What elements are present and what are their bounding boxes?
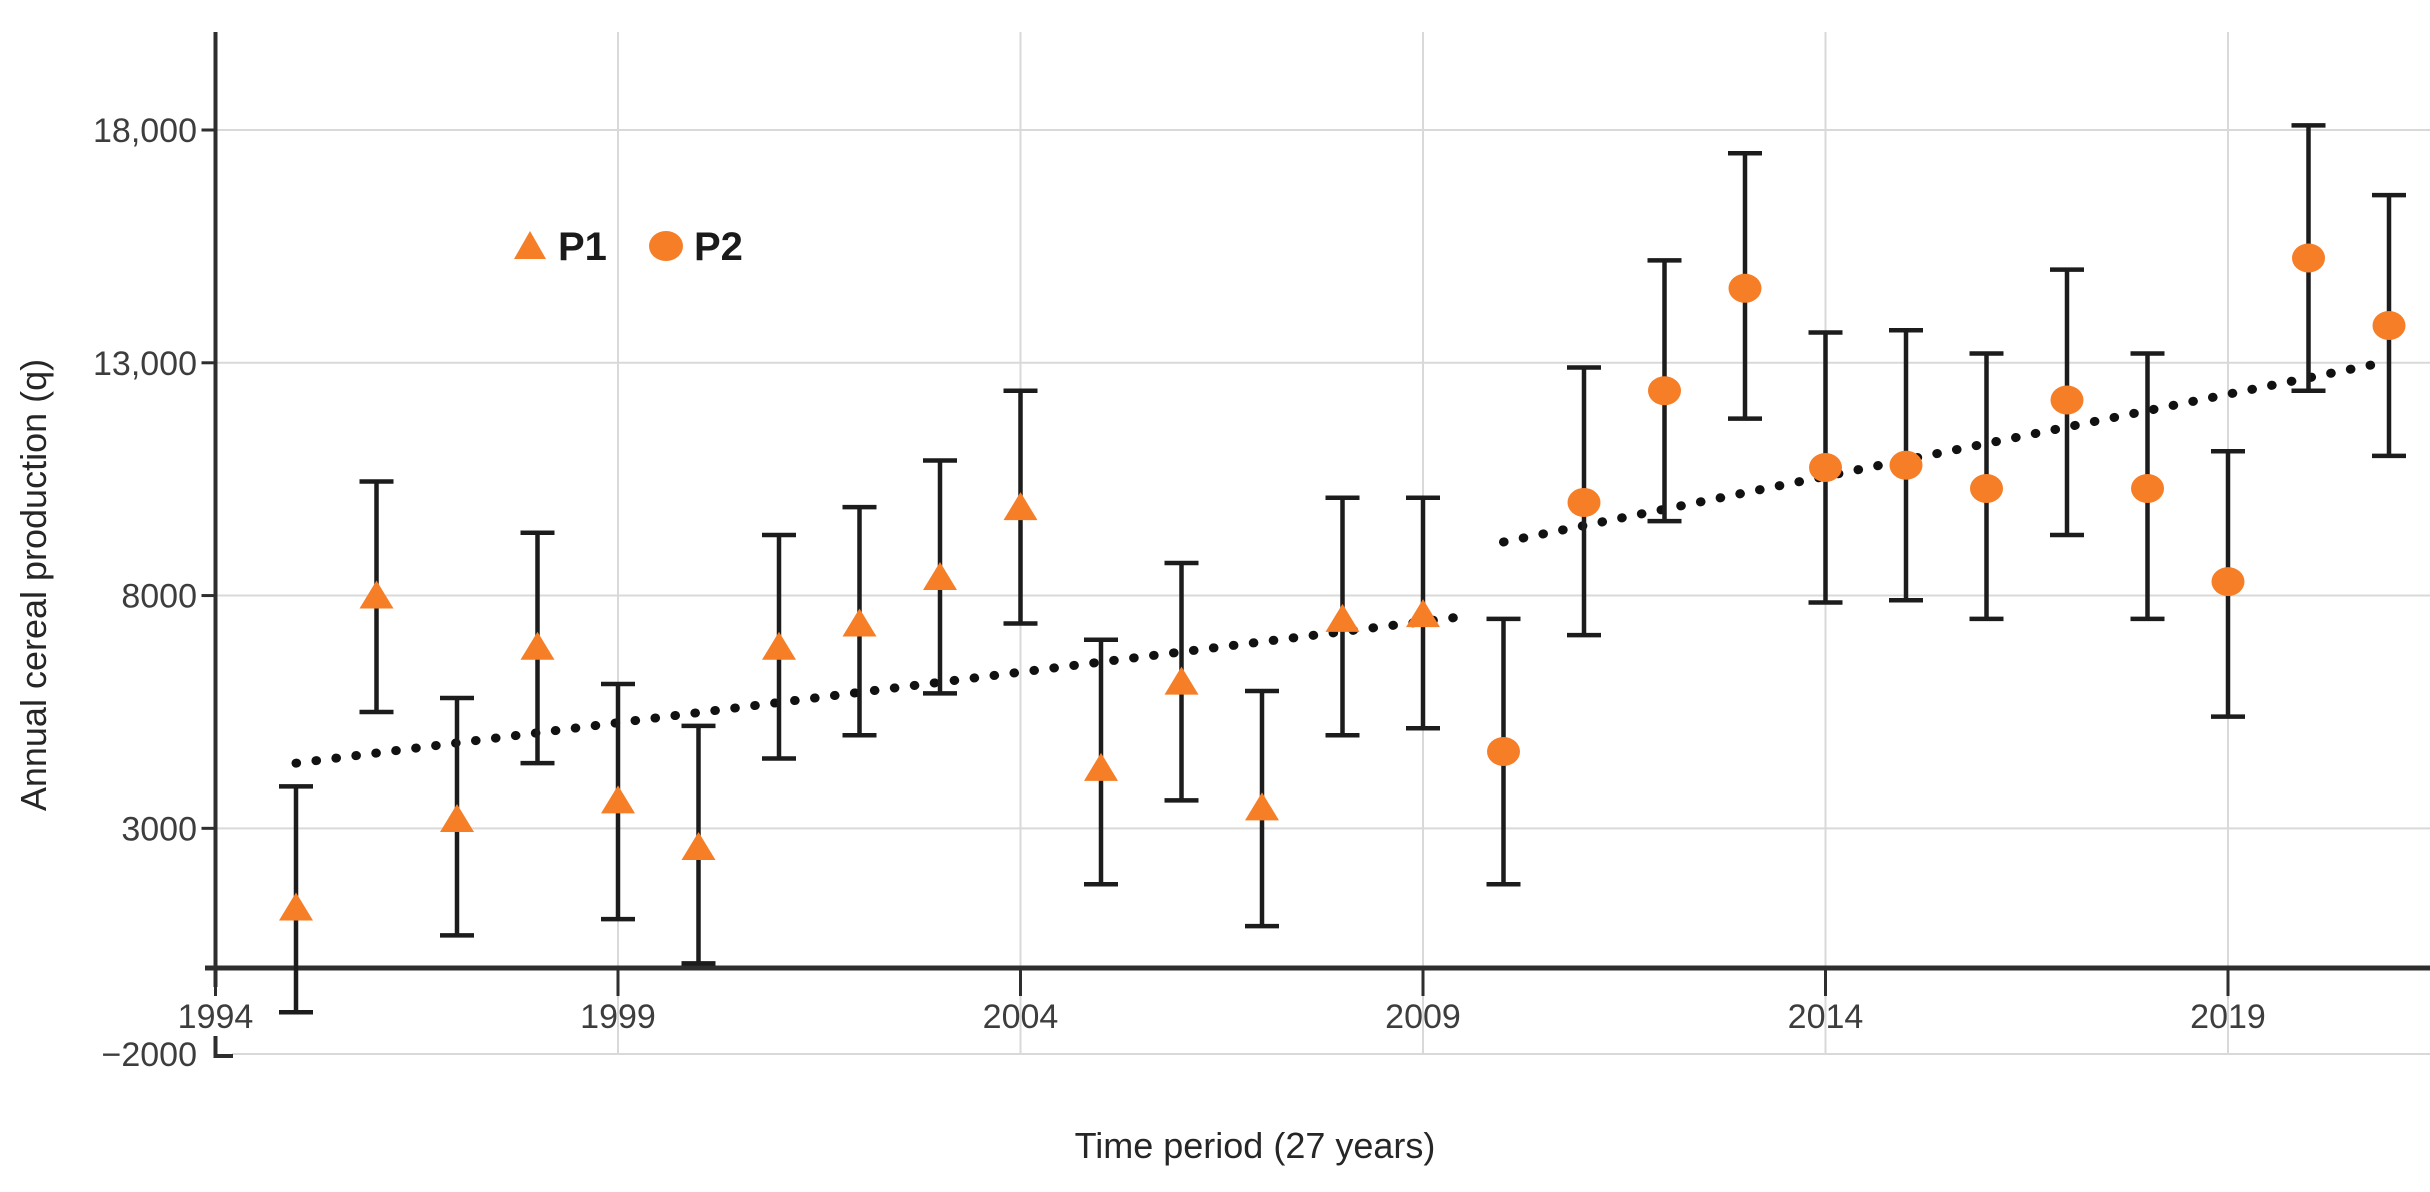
data-point-p1-1995 — [279, 892, 313, 921]
legend-p1-label: P1 — [558, 225, 607, 269]
data-point-p2-2015 — [1889, 450, 1923, 480]
data-point-p2-2018 — [2131, 473, 2164, 503]
data-point-p1-1997 — [440, 804, 474, 833]
data-markers — [279, 243, 2406, 921]
y-tick-label-13000: 13,000 — [93, 345, 197, 383]
legend-p2-circle-icon — [649, 231, 683, 261]
data-point-p1-2002 — [842, 608, 877, 637]
y-tick-label--2000: −2000 — [102, 1036, 198, 1074]
data-point-p2-2013 — [1728, 273, 1762, 303]
x-tick-label-2019: 2019 — [2190, 998, 2266, 1036]
data-point-p1-2009 — [1406, 599, 1440, 628]
data-point-p1-2006 — [1164, 666, 1199, 695]
legend-p2-label: P2 — [694, 225, 743, 269]
x-tick-label-2004: 2004 — [983, 998, 1059, 1036]
x-tick-label-2009: 2009 — [1385, 998, 1461, 1036]
data-point-p2-2017 — [2050, 385, 2084, 415]
data-point-p1-2000 — [681, 831, 716, 860]
data-point-p1-1996 — [359, 580, 394, 609]
gridlines — [215, 32, 2430, 1055]
legend: P1 P2 — [514, 225, 743, 269]
trendline-2 — [1499, 356, 2394, 547]
data-point-p2-2011 — [1567, 487, 1601, 517]
data-point-p1-1998 — [520, 631, 555, 660]
data-point-p1-1999 — [601, 785, 635, 814]
data-point-p1-2004 — [1003, 492, 1038, 521]
data-point-p1-2008 — [1325, 603, 1360, 632]
data-point-p2-2014 — [1809, 453, 1842, 483]
data-point-p1-2003 — [923, 561, 957, 590]
x-tick-label-1999: 1999 — [580, 998, 656, 1036]
y-axis-break-icon — [213, 1036, 233, 1058]
data-point-p2-2012 — [1648, 376, 1681, 406]
data-point-p2-2021 — [2372, 311, 2406, 341]
y-tick-label-18000: 18,000 — [93, 112, 197, 150]
axes — [201, 32, 2430, 1058]
data-point-p2-2010 — [1487, 737, 1520, 767]
y-axis-title: Annual cereal production (q) — [13, 359, 54, 811]
x-tick-label-1994: 1994 — [178, 998, 254, 1036]
x-tick-label-2014: 2014 — [1788, 998, 1864, 1036]
legend-p1-triangle-icon — [514, 231, 546, 259]
data-point-p2-2016 — [1970, 473, 2003, 503]
data-point-p2-2020 — [2292, 243, 2325, 273]
trendline-1 — [291, 612, 1468, 768]
data-point-p1-2001 — [762, 631, 796, 660]
y-tick-label-3000: 3000 — [121, 810, 197, 848]
data-point-p1-2007 — [1245, 792, 1279, 821]
data-point-p1-2005 — [1084, 752, 1118, 781]
y-tick-label-8000: 8000 — [121, 578, 197, 616]
x-axis-title: Time period (27 years) — [1075, 1125, 1436, 1166]
data-point-p2-2019 — [2211, 567, 2245, 597]
